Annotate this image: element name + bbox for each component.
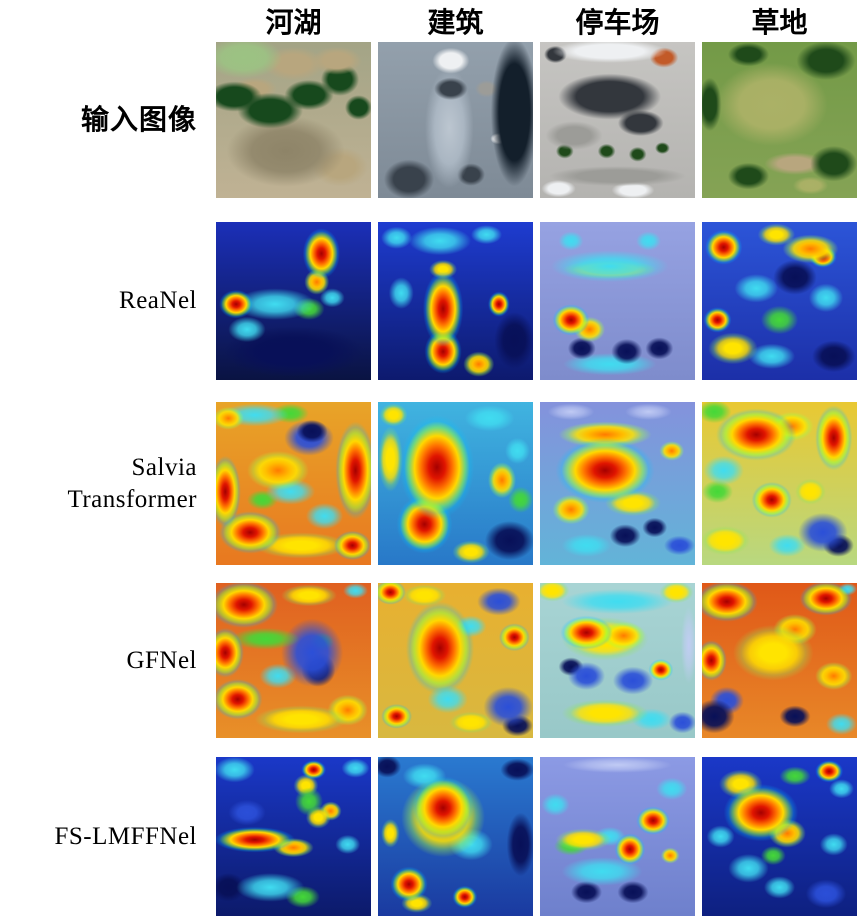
heatmap-gfnel-building	[378, 583, 533, 738]
row-label-fs-lmffnel: FS-LMFFNel	[54, 822, 197, 850]
column-header-row: 河湖 建筑 停车场 草地	[0, 8, 857, 40]
input-image-parking-lot	[540, 42, 695, 198]
input-image-building	[378, 42, 533, 198]
heatmap-salvia-transformer-grassland	[702, 402, 857, 565]
heatmap-reanel-parking-lot	[540, 222, 695, 380]
heatmap-reanel-grassland	[702, 222, 857, 380]
heatmap-fs-lmffnel-river-lake	[216, 757, 371, 916]
row-label-salvia-transformer: Salvia Transformer	[67, 454, 197, 513]
heatmap-salvia-transformer-river-lake	[216, 402, 371, 565]
heatmap-reanel-building	[378, 222, 533, 380]
row-gfnel: GFNel	[0, 583, 857, 738]
column-header-building: 建筑	[427, 8, 484, 39]
row-input-image: 输入图像	[0, 42, 857, 198]
column-header-parking-lot: 停车场	[575, 8, 660, 39]
row-salvia-transformer: Salvia Transformer	[0, 402, 857, 565]
heatmap-fs-lmffnel-building	[378, 757, 533, 916]
row-fs-lmffnel: FS-LMFFNel	[0, 757, 857, 916]
heatmap-gfnel-river-lake	[216, 583, 371, 738]
input-image-grassland	[702, 42, 857, 198]
heatmap-salvia-transformer-building	[378, 402, 533, 565]
heatmap-fs-lmffnel-parking-lot	[540, 757, 695, 916]
row-label-input-image: 输入图像	[80, 104, 197, 136]
heatmap-fs-lmffnel-grassland	[702, 757, 857, 916]
input-image-river-lake	[216, 42, 371, 198]
heatmap-reanel-river-lake	[216, 222, 371, 380]
heatmap-gfnel-parking-lot	[540, 583, 695, 738]
row-reanel: ReaNel	[0, 222, 857, 380]
column-header-grassland: 草地	[751, 8, 808, 39]
heatmap-gfnel-grassland	[702, 583, 857, 738]
column-header-river-lake: 河湖	[265, 8, 322, 39]
row-label-gfnel: GFNel	[126, 646, 197, 674]
heatmap-salvia-transformer-parking-lot	[540, 402, 695, 565]
row-label-reanel: ReaNel	[119, 287, 197, 315]
